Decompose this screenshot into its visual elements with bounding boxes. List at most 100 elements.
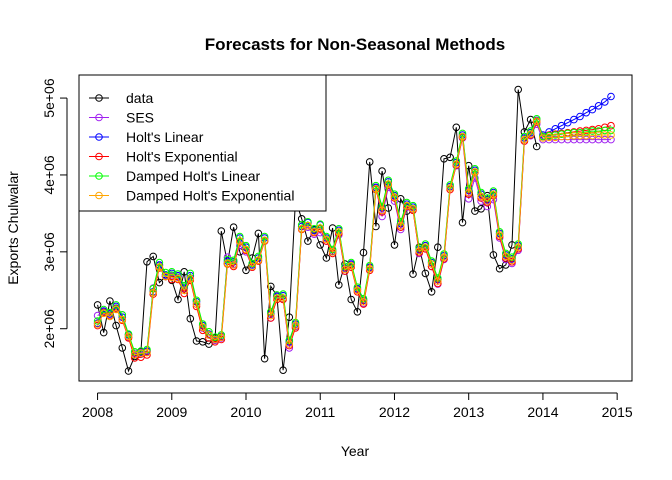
data-point [118, 315, 127, 324]
y-tick-label: 3e+06 [41, 232, 57, 272]
y-tick-label: 4e+06 [41, 155, 57, 195]
legend-label: data [126, 90, 153, 106]
data-point [229, 261, 238, 269]
data-point [365, 158, 374, 166]
x-tick-label: 2012 [379, 404, 410, 420]
data-point [174, 270, 182, 278]
data-point [384, 180, 393, 188]
series-line [97, 119, 611, 356]
data-point [279, 366, 287, 375]
data-point [520, 135, 529, 144]
data-point [267, 282, 275, 291]
legend-label: SES [126, 110, 154, 126]
data-point [570, 115, 578, 124]
data-point [248, 262, 256, 271]
data-point [365, 264, 374, 273]
series-5 [93, 117, 615, 359]
data-point [446, 153, 454, 162]
legend-item: Holt's Exponential [89, 149, 238, 165]
data-point [174, 274, 182, 283]
data-point [359, 248, 368, 257]
y-tick-label: 5e+06 [41, 78, 57, 118]
legend-swatch-marker [95, 191, 103, 200]
data-point [514, 85, 523, 94]
legend-box [78, 74, 327, 212]
data-point [297, 215, 306, 223]
data-point [260, 232, 269, 241]
data-point [254, 256, 263, 265]
plot-frame [78, 74, 633, 382]
data-point [180, 286, 188, 295]
data-point [452, 123, 461, 132]
data-point [316, 241, 325, 249]
data-point [99, 309, 108, 318]
data-point [304, 237, 312, 245]
data-point [229, 223, 238, 231]
x-tick-label: 2014 [527, 404, 558, 420]
data-point [594, 102, 603, 110]
x-axis: 2008 2009 2010 2011 2012 2013 2014 2015 [82, 392, 633, 420]
data-point [601, 98, 609, 106]
data-point [106, 312, 114, 321]
data-point [434, 243, 442, 251]
data-point [347, 261, 356, 270]
data-point [297, 225, 306, 233]
legend-swatch-marker [95, 113, 103, 122]
data-point [582, 108, 591, 117]
data-point [186, 314, 195, 323]
data-point [267, 311, 275, 320]
data-point [174, 295, 182, 304]
data-point [458, 132, 467, 141]
data-point [434, 277, 442, 285]
data-point [347, 295, 356, 304]
data-point [532, 142, 541, 151]
legend-swatch-marker [95, 94, 103, 102]
data-point [588, 105, 597, 114]
data-point [285, 340, 294, 348]
legend-label: Damped Holt's Exponential [126, 188, 294, 204]
data-point [143, 258, 151, 266]
data-point [563, 118, 572, 127]
data-point [112, 301, 120, 309]
data-point [124, 332, 133, 341]
data-point [205, 331, 213, 339]
legend-swatch-marker [95, 133, 103, 141]
data-point [291, 321, 300, 330]
data-point [471, 168, 479, 176]
data-point [477, 192, 485, 201]
data-point [304, 221, 312, 230]
data-point [279, 290, 287, 298]
data-point [93, 317, 102, 325]
data-point [489, 190, 498, 198]
data-point [557, 121, 566, 130]
x-tick-label: 2010 [230, 404, 261, 420]
data-point [427, 288, 436, 296]
x-axis-label: Year [341, 443, 370, 459]
data-point [328, 248, 337, 256]
data-point [260, 236, 269, 245]
legend-item: Damped Holt's Linear [89, 168, 261, 184]
data-point [118, 344, 127, 352]
data-point [279, 294, 287, 302]
legend-swatch-marker [95, 172, 103, 180]
data-point [526, 130, 535, 138]
data-point [93, 301, 102, 309]
data-point [217, 333, 226, 342]
legend-item: SES [89, 110, 154, 126]
data-point [106, 297, 114, 305]
data-point [378, 206, 386, 215]
data-point [409, 205, 417, 213]
data-point [372, 185, 380, 193]
data-point [464, 188, 473, 197]
data-point [514, 243, 523, 251]
data-point [260, 354, 269, 363]
data-point [198, 323, 207, 332]
data-point [403, 201, 411, 210]
data-point [186, 274, 195, 283]
data-point [155, 263, 164, 272]
data-point [341, 265, 349, 274]
y-tick-label: 2e+06 [41, 309, 57, 349]
data-point [186, 269, 195, 278]
data-point [254, 229, 263, 238]
legend-label: Holt's Exponential [126, 149, 238, 165]
